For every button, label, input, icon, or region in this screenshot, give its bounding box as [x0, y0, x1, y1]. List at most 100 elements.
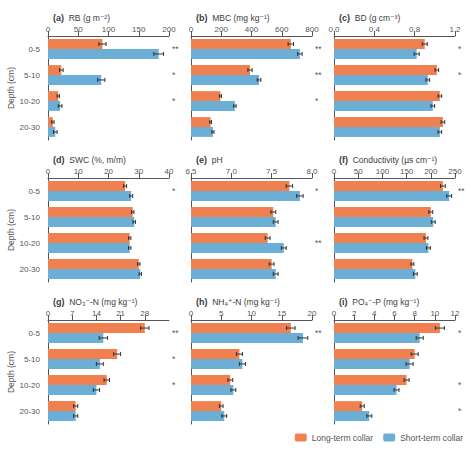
- svg-text:*: *: [458, 406, 462, 416]
- svg-text:0.4: 0.4: [369, 25, 381, 34]
- svg-text:(d): (d): [53, 155, 65, 165]
- svg-text:20: 20: [308, 309, 317, 318]
- svg-text:(h): (h): [196, 297, 208, 307]
- svg-text:*: *: [172, 96, 176, 106]
- svg-text:7.5: 7.5: [266, 167, 278, 176]
- svg-text:10: 10: [247, 309, 256, 318]
- svg-text:600: 600: [275, 25, 289, 34]
- svg-text:Depth (cm): Depth (cm): [6, 67, 16, 109]
- svg-text:5: 5: [219, 309, 224, 318]
- svg-text:2: 2: [352, 309, 357, 318]
- svg-text:7: 7: [70, 309, 75, 318]
- svg-text:20-30: 20-30: [20, 123, 41, 132]
- svg-text:*: *: [172, 70, 176, 80]
- svg-text:200: 200: [424, 167, 438, 176]
- svg-text:Depth (cm): Depth (cm): [6, 351, 16, 393]
- svg-text:*: *: [315, 96, 319, 106]
- svg-text:*: *: [172, 186, 176, 196]
- svg-text:8: 8: [412, 309, 417, 318]
- svg-text:20-30: 20-30: [20, 407, 41, 416]
- svg-text:10: 10: [430, 309, 439, 318]
- svg-text:15: 15: [277, 309, 286, 318]
- svg-text:0: 0: [189, 309, 194, 318]
- svg-text:200: 200: [215, 25, 229, 34]
- svg-text:0-5: 0-5: [28, 329, 40, 338]
- svg-text:(f): (f): [339, 155, 348, 165]
- svg-text:800: 800: [305, 25, 319, 34]
- svg-text:(a): (a): [53, 13, 64, 23]
- svg-text:14: 14: [92, 309, 101, 318]
- svg-text:NO₃⁻-N (mg kg⁻¹): NO₃⁻-N (mg kg⁻¹): [64, 297, 137, 307]
- svg-text:50: 50: [354, 167, 363, 176]
- svg-text:(e): (e): [196, 155, 207, 165]
- svg-text:0: 0: [46, 309, 51, 318]
- svg-text:150: 150: [400, 167, 414, 176]
- svg-text:12: 12: [451, 309, 460, 318]
- svg-text:*: *: [458, 44, 462, 54]
- svg-text:MBC (mg kg⁻¹): MBC (mg kg⁻¹): [207, 13, 269, 23]
- svg-text:0: 0: [46, 167, 51, 176]
- svg-text:0-5: 0-5: [28, 45, 40, 54]
- svg-text:400: 400: [245, 25, 259, 34]
- svg-text:**: **: [172, 328, 179, 338]
- svg-text:*: *: [172, 380, 176, 390]
- svg-text:BD (g cm⁻³): BD (g cm⁻³): [350, 13, 400, 23]
- svg-text:0: 0: [46, 25, 51, 34]
- svg-text:NH₄⁺-N (mg kg⁻¹): NH₄⁺-N (mg kg⁻¹): [207, 297, 280, 307]
- svg-text:**: **: [172, 44, 179, 54]
- svg-text:5-10: 5-10: [24, 213, 41, 222]
- svg-text:(c): (c): [339, 13, 350, 23]
- svg-text:Conductivity (µs cm⁻¹): Conductivity (µs cm⁻¹): [348, 155, 437, 165]
- svg-text:8.0: 8.0: [306, 167, 318, 176]
- svg-text:0: 0: [189, 25, 194, 34]
- svg-text:250: 250: [448, 167, 462, 176]
- svg-text:6.5: 6.5: [185, 167, 197, 176]
- svg-text:10: 10: [74, 167, 83, 176]
- svg-text:30: 30: [134, 167, 143, 176]
- svg-text:*: *: [458, 380, 462, 390]
- svg-text:Long-term collar: Long-term collar: [312, 433, 374, 443]
- svg-text:200: 200: [162, 25, 176, 34]
- svg-text:50: 50: [74, 25, 83, 34]
- svg-text:21: 21: [116, 309, 125, 318]
- svg-text:*: *: [458, 70, 462, 80]
- svg-text:100: 100: [102, 25, 116, 34]
- svg-text:40: 40: [165, 167, 174, 176]
- svg-text:0-5: 0-5: [28, 187, 40, 196]
- svg-text:28: 28: [140, 309, 149, 318]
- svg-text:PO₄⁻-P (mg kg⁻¹): PO₄⁻-P (mg kg⁻¹): [347, 297, 419, 307]
- svg-text:10-20: 10-20: [20, 97, 41, 106]
- svg-text:0.8: 0.8: [409, 25, 421, 34]
- svg-text:RB (g m⁻²): RB (g m⁻²): [64, 13, 110, 23]
- svg-text:**: **: [458, 186, 465, 196]
- svg-text:Short-term collar: Short-term collar: [400, 433, 463, 443]
- svg-text:(i): (i): [339, 297, 348, 307]
- svg-text:0: 0: [332, 309, 337, 318]
- svg-text:pH: pH: [207, 155, 223, 165]
- svg-text:0.0: 0.0: [328, 25, 340, 34]
- svg-text:10-20: 10-20: [20, 239, 41, 248]
- svg-text:0: 0: [332, 167, 337, 176]
- svg-text:*: *: [172, 354, 176, 364]
- svg-text:10-20: 10-20: [20, 381, 41, 390]
- svg-text:1.2: 1.2: [449, 25, 461, 34]
- svg-text:**: **: [315, 44, 322, 54]
- svg-text:100: 100: [376, 167, 390, 176]
- svg-text:**: **: [315, 238, 322, 248]
- svg-text:5-10: 5-10: [24, 71, 41, 80]
- svg-text:7.0: 7.0: [226, 167, 238, 176]
- svg-text:20-30: 20-30: [20, 265, 41, 274]
- svg-text:150: 150: [132, 25, 146, 34]
- svg-text:SWC (%, m/m): SWC (%, m/m): [64, 155, 126, 165]
- svg-text:Depth (cm): Depth (cm): [6, 209, 16, 251]
- svg-text:*: *: [315, 186, 319, 196]
- svg-text:4: 4: [372, 309, 377, 318]
- svg-text:**: **: [315, 328, 322, 338]
- svg-text:6: 6: [392, 309, 397, 318]
- svg-text:*: *: [458, 328, 462, 338]
- svg-text:20: 20: [104, 167, 113, 176]
- svg-text:**: **: [315, 70, 322, 80]
- svg-text:(b): (b): [196, 13, 208, 23]
- svg-text:(g): (g): [53, 297, 65, 307]
- svg-text:5-10: 5-10: [24, 355, 41, 364]
